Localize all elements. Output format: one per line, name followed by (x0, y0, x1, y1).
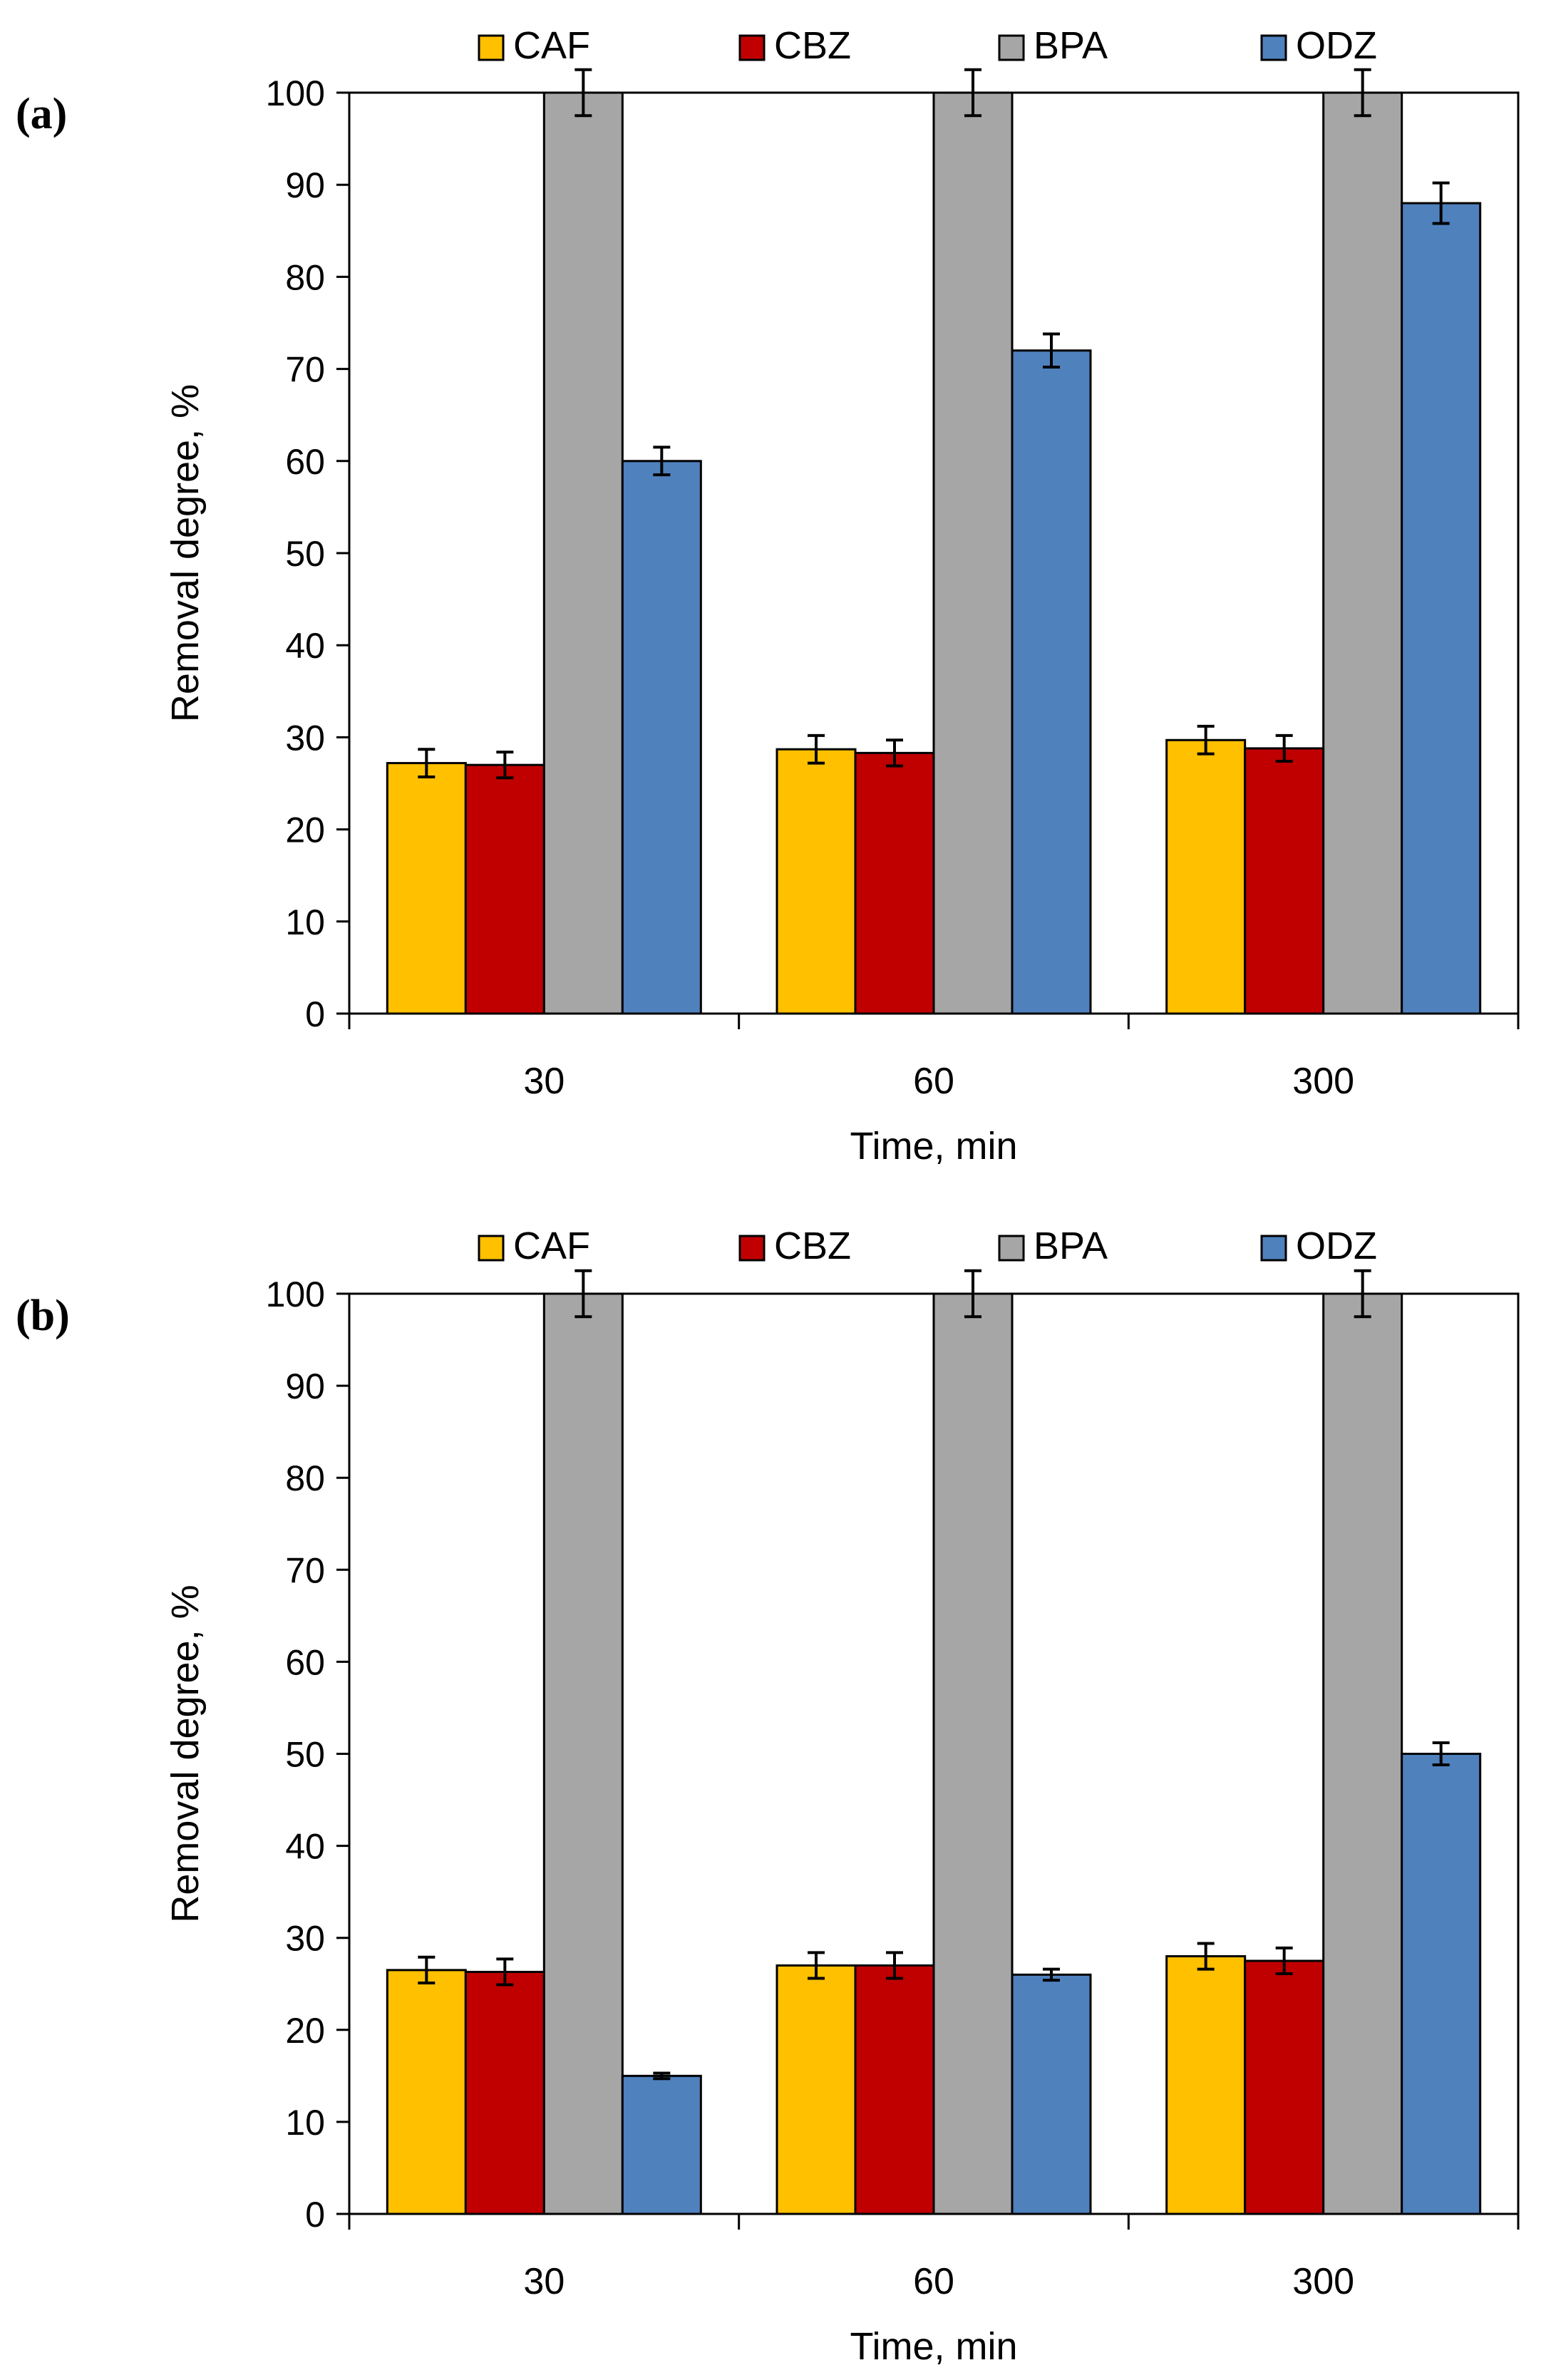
y-tick-label: 70 (285, 1550, 325, 1590)
y-tick-label: 100 (266, 73, 325, 113)
y-tick-label: 90 (285, 1366, 325, 1406)
y-tick-label: 80 (285, 1458, 325, 1498)
bar-odz (1401, 1753, 1482, 2215)
y-tick-label: 40 (285, 1827, 325, 1867)
bar-caf (386, 1969, 467, 2215)
y-tick-label: 70 (285, 350, 325, 390)
legend-swatch-odz (1260, 34, 1287, 61)
chart-panel-1: (a) 0 10 20 30 40 50 60 70 80 90 100 Removal degree,… (16, 24, 1520, 1168)
y-tick-label: 60 (285, 442, 325, 482)
bar-bpa (542, 91, 624, 1015)
legend-swatch-caf (478, 34, 505, 61)
legend-label-cbz: CBZ (774, 1225, 851, 1267)
y-tick-label: 50 (285, 534, 325, 574)
legend-swatch-bpa (998, 1235, 1025, 1262)
bar-odz (1011, 349, 1092, 1015)
x-tick-label: 60 (913, 1061, 954, 1102)
legend-label-caf: CAF (513, 24, 590, 67)
bar-caf (776, 1964, 857, 2215)
bar-caf (1165, 1955, 1247, 2215)
y-tick-label: 100 (266, 1274, 325, 1314)
legend-swatch-caf (478, 1235, 505, 1262)
y-tick-label: 30 (285, 718, 325, 758)
y-tick-label: 0 (305, 994, 325, 1034)
x-tick-label: 30 (523, 1061, 565, 1102)
legend-label-odz: ODZ (1296, 24, 1377, 67)
x-tick-label: 30 (523, 2261, 565, 2302)
bar-odz (621, 2074, 702, 2215)
bar-cbz (1244, 747, 1325, 1015)
y-tick-label: 20 (285, 810, 325, 850)
y-tick-label: 80 (285, 257, 325, 297)
y-tick-label: 90 (285, 165, 325, 205)
bar-cbz (854, 1964, 935, 2215)
bar-caf (386, 762, 467, 1015)
y-tick-label: 60 (285, 1642, 325, 1682)
bar-bpa (932, 1292, 1014, 2215)
bar-bpa (542, 1292, 624, 2215)
bar-odz (1011, 1973, 1092, 2215)
x-axis-label: Time, min (850, 1125, 1017, 1168)
y-tick-label: 30 (285, 1919, 325, 1959)
legend-swatch-cbz (738, 34, 766, 61)
y-tick-label: 40 (285, 626, 325, 666)
bar-bpa (932, 91, 1014, 1015)
bar-caf (776, 748, 857, 1015)
bar-cbz (854, 751, 935, 1015)
legend-label-bpa: BPA (1034, 24, 1108, 67)
y-axis-label: Removal degree, % (164, 1585, 207, 1922)
bar-cbz (1244, 1959, 1325, 2215)
x-axis-label: Time, min (850, 2325, 1017, 2368)
legend-label-caf: CAF (513, 1225, 590, 1267)
legend-swatch-bpa (998, 34, 1025, 61)
bar-odz (621, 460, 702, 1015)
y-tick-label: 20 (285, 2011, 325, 2051)
legend-swatch-odz (1260, 1235, 1287, 1262)
legend-label-bpa: BPA (1034, 1225, 1108, 1267)
bar-cbz (464, 1970, 545, 2215)
legend-label-odz: ODZ (1296, 1225, 1377, 1267)
y-axis-label: Removal degree, % (164, 384, 207, 722)
panel-label: (b) (16, 1292, 70, 1340)
y-tick-label: 0 (305, 2195, 325, 2235)
panel-label: (a) (16, 90, 67, 138)
chart-panel-2: (b) 0 10 20 30 40 50 60 70 80 90 100 Removal degree,… (16, 1225, 1520, 2368)
x-tick-label: 300 (1292, 1061, 1354, 1102)
bar-odz (1401, 202, 1482, 1015)
legend-label-cbz: CBZ (774, 24, 851, 67)
y-tick-label: 10 (285, 2103, 325, 2143)
legend-swatch-cbz (738, 1235, 766, 1262)
bar-caf (1165, 738, 1247, 1015)
bar-cbz (464, 763, 545, 1015)
x-tick-label: 300 (1292, 2261, 1354, 2302)
y-tick-label: 10 (285, 902, 325, 942)
x-tick-label: 60 (913, 2261, 954, 2302)
y-tick-label: 50 (285, 1735, 325, 1775)
bar-bpa (1322, 91, 1403, 1015)
bar-bpa (1322, 1292, 1403, 2215)
